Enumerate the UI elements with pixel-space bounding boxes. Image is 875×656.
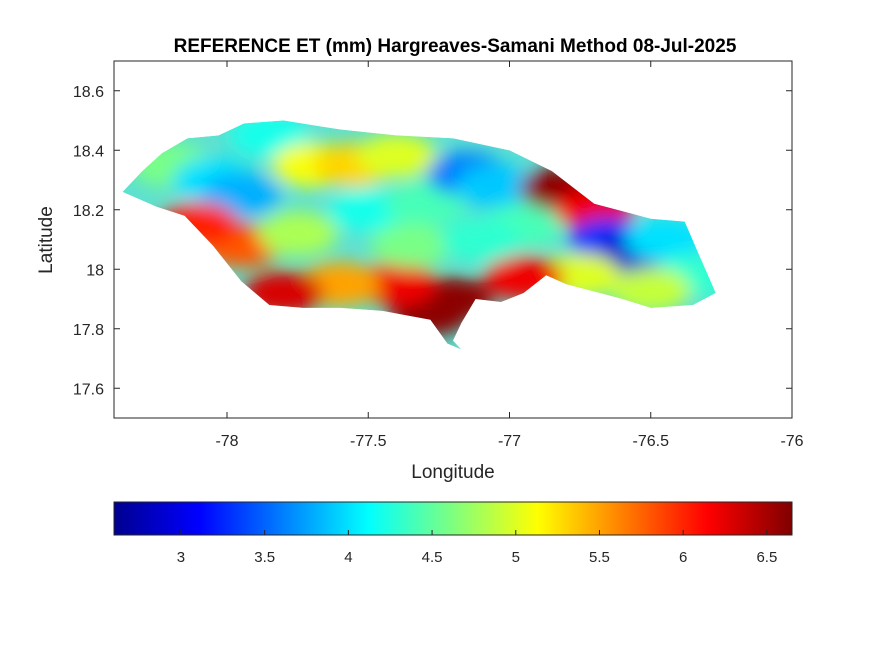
x-tick-label: -78 [215, 433, 238, 450]
y-axis-ticks: 17.6 17.8 18 18.2 18.4 18.6 [73, 84, 792, 398]
heatmap-cell [455, 163, 536, 208]
y-tick-label: 17.6 [73, 381, 104, 398]
heatmap-cell [610, 268, 691, 313]
colorbar-tick-label: 5.5 [589, 549, 610, 566]
heatmap-cell [441, 217, 522, 262]
x-tick-label: -77 [498, 433, 521, 450]
y-tick-label: 17.8 [73, 322, 104, 339]
y-tick-label: 18.2 [73, 203, 104, 220]
heatmap [122, 120, 716, 350]
y-tick-label: 18.6 [73, 84, 104, 101]
colorbar [113, 501, 793, 536]
y-axis-label: Latitude [36, 206, 57, 274]
heatmap-cell [356, 262, 437, 307]
colorbar-tick-label: 3 [177, 549, 185, 566]
x-tick-label: -76 [780, 433, 803, 450]
colorbar-tick-label: 6 [679, 549, 687, 566]
heatmap-cell [201, 172, 282, 217]
colorbar-tick-label: 5 [512, 549, 520, 566]
heatmap-cell [624, 217, 705, 262]
heatmap-cell [257, 211, 338, 256]
colorbar-ticks: 3 3.5 4 4.5 5 5.5 6 6.5 [177, 530, 777, 566]
colorbar-tick-label: 3.5 [254, 549, 275, 566]
chart-title: REFERENCE ET (mm) Hargreaves-Samani Meth… [174, 36, 737, 57]
heatmap-cell [356, 134, 437, 179]
y-tick-label: 18 [86, 262, 104, 279]
x-tick-label: -76.5 [633, 433, 670, 450]
colorbar-tick-label: 4 [344, 549, 352, 566]
x-axis-ticks: -78 -77.5 -77 -76.5 -76 [215, 61, 804, 450]
colorbar-tick-label: 4.5 [422, 549, 443, 566]
x-tick-label: -77.5 [350, 433, 387, 450]
heatmap-cell [229, 120, 310, 158]
colorbar-tick-label: 6.5 [756, 549, 777, 566]
heatmap-cell [384, 181, 465, 226]
y-tick-label: 18.4 [73, 143, 104, 160]
x-axis-label: Longitude [411, 462, 494, 483]
heatmap-cell [370, 223, 451, 268]
